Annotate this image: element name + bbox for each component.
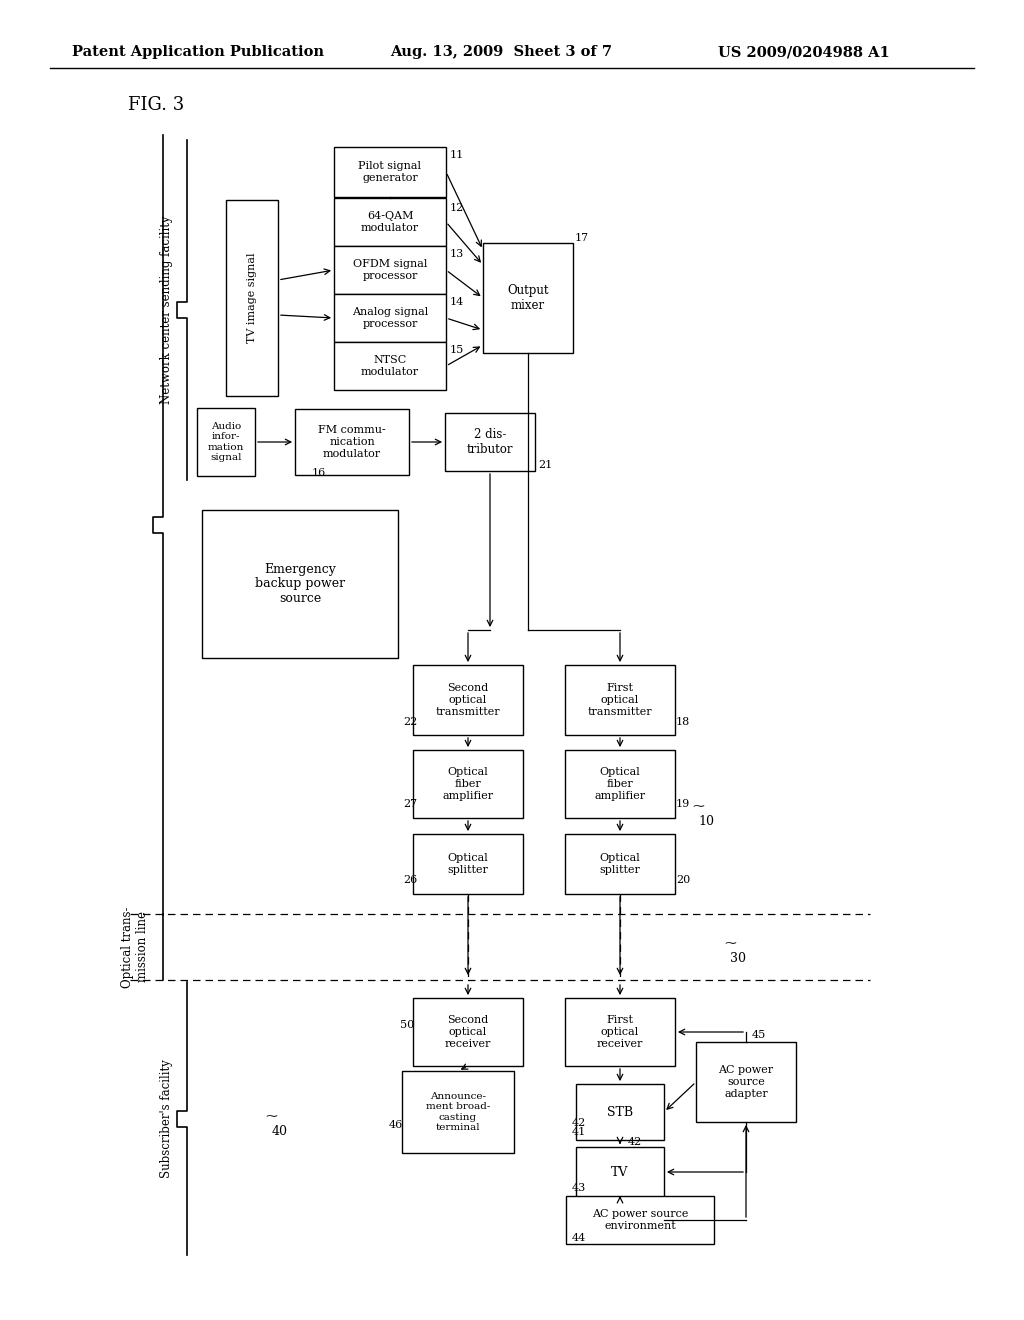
Text: 50: 50 — [400, 1020, 415, 1030]
Text: Network center sending facility: Network center sending facility — [160, 215, 173, 404]
Text: 64-QAM
modulator: 64-QAM modulator — [360, 211, 419, 232]
Bar — [483, 243, 573, 352]
Text: 11: 11 — [450, 150, 464, 160]
Text: NTSC
modulator: NTSC modulator — [360, 355, 419, 376]
Text: 42: 42 — [628, 1137, 642, 1147]
Text: 13: 13 — [450, 249, 464, 259]
Text: STB: STB — [607, 1106, 633, 1118]
Text: 40: 40 — [272, 1125, 288, 1138]
Text: 45: 45 — [752, 1030, 766, 1040]
Bar — [565, 750, 675, 818]
Bar — [334, 198, 446, 246]
Text: 21: 21 — [538, 459, 552, 470]
Text: 43: 43 — [572, 1183, 587, 1193]
Bar — [226, 201, 278, 396]
Bar — [197, 408, 255, 477]
Text: 26: 26 — [403, 875, 417, 884]
Text: First
optical
transmitter: First optical transmitter — [588, 684, 652, 717]
Text: Pilot signal
generator: Pilot signal generator — [358, 161, 422, 182]
Text: 18: 18 — [676, 717, 690, 727]
Text: TV: TV — [611, 1166, 629, 1179]
Text: 17: 17 — [575, 234, 589, 243]
Text: 41: 41 — [572, 1127, 587, 1137]
Text: Second
optical
transmitter: Second optical transmitter — [435, 684, 501, 717]
Text: Optical
splitter: Optical splitter — [600, 853, 640, 875]
Text: AC power source
environment: AC power source environment — [592, 1209, 688, 1230]
Text: 27: 27 — [403, 799, 417, 809]
Text: 44: 44 — [572, 1233, 587, 1243]
Text: FIG. 3: FIG. 3 — [128, 96, 184, 114]
Bar — [565, 665, 675, 735]
Text: Second
optical
receiver: Second optical receiver — [444, 1015, 492, 1048]
Text: 15: 15 — [450, 345, 464, 355]
Text: 2 dis-
tributor: 2 dis- tributor — [467, 428, 513, 455]
Bar — [413, 750, 523, 818]
Bar — [295, 409, 409, 475]
Text: 19: 19 — [676, 799, 690, 809]
Text: Optical trans-
mission line: Optical trans- mission line — [121, 907, 150, 987]
Text: Subscriber's facility: Subscriber's facility — [160, 1059, 173, 1177]
Text: ~: ~ — [264, 1107, 278, 1125]
Bar — [334, 147, 446, 197]
Text: 10: 10 — [698, 814, 714, 828]
Text: Optical
fiber
amplifier: Optical fiber amplifier — [595, 767, 645, 801]
Text: Output
mixer: Output mixer — [507, 284, 549, 312]
Text: US 2009/0204988 A1: US 2009/0204988 A1 — [718, 45, 890, 59]
Bar — [334, 342, 446, 389]
Text: Aug. 13, 2009  Sheet 3 of 7: Aug. 13, 2009 Sheet 3 of 7 — [390, 45, 612, 59]
Text: Analog signal
processor: Analog signal processor — [352, 308, 428, 329]
Bar — [565, 998, 675, 1067]
Bar — [413, 834, 523, 894]
Text: FM commu-
nication
modulator: FM commu- nication modulator — [318, 425, 386, 458]
Bar — [566, 1196, 714, 1243]
Bar — [575, 1147, 664, 1197]
Bar — [575, 1084, 664, 1140]
Text: ~: ~ — [723, 935, 737, 950]
Text: Optical
fiber
amplifier: Optical fiber amplifier — [442, 767, 494, 801]
Text: 30: 30 — [730, 952, 746, 965]
Text: 14: 14 — [450, 297, 464, 308]
Text: Patent Application Publication: Patent Application Publication — [72, 45, 324, 59]
Bar — [402, 1071, 514, 1152]
Text: ~: ~ — [691, 797, 705, 814]
Text: 22: 22 — [403, 717, 417, 727]
Text: Emergency
backup power
source: Emergency backup power source — [255, 562, 345, 606]
Bar — [413, 665, 523, 735]
Text: OFDM signal
processor: OFDM signal processor — [353, 259, 427, 281]
Text: Audio
infor-
mation
signal: Audio infor- mation signal — [208, 422, 244, 462]
Bar — [565, 834, 675, 894]
Bar — [445, 413, 535, 471]
Bar — [334, 294, 446, 342]
Text: 12: 12 — [450, 203, 464, 213]
Text: AC power
source
adapter: AC power source adapter — [719, 1065, 773, 1098]
Text: 16: 16 — [312, 469, 327, 478]
Text: 42: 42 — [572, 1118, 587, 1129]
Text: TV image signal: TV image signal — [247, 252, 257, 343]
Bar — [696, 1041, 796, 1122]
Text: 20: 20 — [676, 875, 690, 884]
Bar — [202, 510, 398, 657]
Text: 46: 46 — [389, 1119, 403, 1130]
Text: Optical
splitter: Optical splitter — [447, 853, 488, 875]
Bar — [334, 246, 446, 294]
Text: Announce-
ment broad-
casting
terminal: Announce- ment broad- casting terminal — [426, 1092, 490, 1133]
Text: First
optical
receiver: First optical receiver — [597, 1015, 643, 1048]
Bar — [413, 998, 523, 1067]
